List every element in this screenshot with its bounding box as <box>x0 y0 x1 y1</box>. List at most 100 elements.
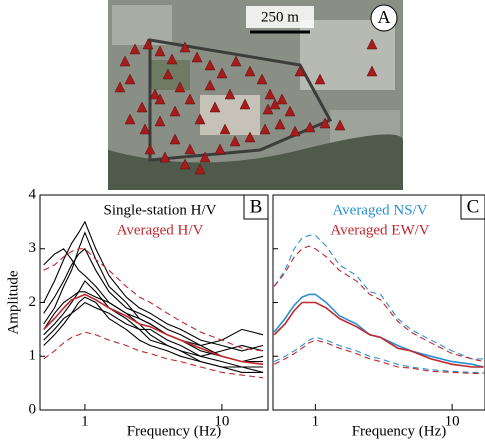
station-marker <box>219 123 231 135</box>
station-marker <box>136 101 148 113</box>
station-marker <box>174 81 186 93</box>
station-marker <box>119 55 131 67</box>
station-marker <box>114 81 126 93</box>
station-marker <box>166 53 178 65</box>
band-line <box>43 331 264 379</box>
y-tick-label: 1 <box>29 348 37 364</box>
aerial-map: 250 m A <box>108 0 403 190</box>
station-marker <box>274 118 286 130</box>
plot-area <box>273 234 484 374</box>
map-road <box>108 134 403 190</box>
scale-label-bg <box>246 6 314 28</box>
station-marker <box>264 88 276 100</box>
station-marker <box>256 73 268 85</box>
station-marker <box>204 59 216 71</box>
station-marker <box>314 73 326 85</box>
station-marker <box>366 38 378 50</box>
station-marker <box>334 119 346 131</box>
station-marker <box>276 93 288 105</box>
band-line <box>273 339 484 374</box>
panel-label: C <box>467 196 480 217</box>
x-tick-label: 1 <box>312 413 320 429</box>
station-marker <box>191 51 203 63</box>
x-tick-label: 10 <box>445 413 460 429</box>
station-marker <box>204 79 216 91</box>
station-marker <box>162 68 174 80</box>
x-tick-label: 1 <box>81 413 89 429</box>
station-marker <box>289 125 301 137</box>
station-marker <box>129 43 141 55</box>
map-block <box>300 20 395 90</box>
series-line <box>273 293 484 368</box>
station-marker <box>194 163 206 175</box>
map-block <box>112 5 172 45</box>
series-line <box>43 220 264 352</box>
y-tick-label: 2 <box>29 294 37 310</box>
series-line <box>43 280 264 368</box>
map-block <box>200 95 260 135</box>
legend-entry: Averaged NS/V <box>332 202 427 218</box>
station-marker <box>304 121 316 133</box>
station-marker <box>169 105 181 117</box>
station-marker <box>142 38 154 50</box>
station-marker <box>214 143 226 155</box>
station-marker <box>284 105 296 117</box>
station-marker <box>149 88 161 100</box>
y-tick-label: 4 <box>29 186 37 202</box>
station-marker <box>179 158 191 170</box>
legend-entry: Single-station H/V <box>104 202 217 218</box>
series-line <box>43 248 264 357</box>
station-marker <box>199 151 211 163</box>
panel-label: B <box>250 196 263 217</box>
plot-area <box>43 220 264 379</box>
band-line <box>273 234 484 360</box>
legend-entry: Averaged EW/V <box>330 222 429 238</box>
station-marker <box>184 143 196 155</box>
panel-label-box <box>460 194 485 220</box>
station-marker <box>154 45 166 57</box>
y-tick-label: 3 <box>29 240 37 256</box>
legend-entry: Averaged H/V <box>117 222 204 238</box>
band-line <box>273 245 484 363</box>
y-tick-label: 0 <box>29 401 37 417</box>
station-marker <box>366 65 378 77</box>
station-marker <box>144 143 156 155</box>
station-marker <box>230 55 242 67</box>
station-marker <box>169 133 181 145</box>
station-marker <box>194 113 206 125</box>
series-line <box>43 231 264 363</box>
station-marker <box>209 101 221 113</box>
station-marker <box>154 115 166 127</box>
panel-label-box <box>243 194 269 220</box>
station-marker <box>319 117 331 129</box>
station-marker <box>229 135 241 147</box>
station-marker <box>216 67 228 79</box>
station-marker <box>154 93 166 105</box>
series-line <box>43 301 264 373</box>
station-marker <box>224 88 236 100</box>
series-line <box>43 247 264 347</box>
station-marker <box>262 103 274 115</box>
station-marker <box>179 41 191 53</box>
station-marker <box>244 131 256 143</box>
station-marker <box>124 113 136 125</box>
panel-label: A <box>378 7 391 27</box>
series-line <box>43 293 264 366</box>
station-marker <box>159 151 171 163</box>
panel-label-bg <box>370 4 398 32</box>
x-axis-title: Frequency (Hz) <box>127 423 222 439</box>
band-line <box>273 336 484 373</box>
x-axis-title: Frequency (Hz) <box>352 423 447 439</box>
series-line <box>43 291 264 363</box>
scale-label: 250 m <box>261 9 299 25</box>
station-marker <box>139 123 151 135</box>
stations <box>114 38 378 175</box>
series-line <box>273 301 484 368</box>
series-line <box>43 296 264 373</box>
band-line <box>43 248 264 352</box>
x-tick-label: 10 <box>214 413 229 429</box>
station-marker <box>244 65 256 77</box>
station-marker <box>259 123 271 135</box>
